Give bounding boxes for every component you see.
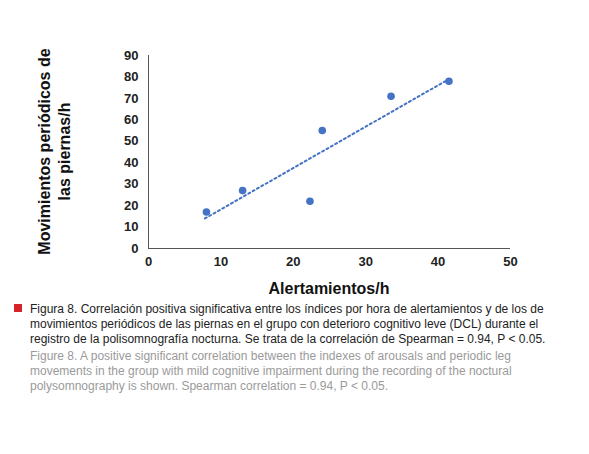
svg-text:90: 90 [124,48,138,63]
svg-text:60: 60 [124,112,138,127]
svg-text:40: 40 [124,155,138,170]
svg-text:Movimientos periódicos delas p: Movimientos periódicos delas piernas/h [36,48,72,254]
svg-text:10: 10 [214,254,228,269]
svg-text:80: 80 [124,69,138,84]
svg-text:20: 20 [124,198,138,213]
svg-text:50: 50 [124,133,138,148]
html-text:Figura 8. Correlación positiva: Figura 8. Correlación positiva significa… [30,302,546,346]
svg-text:10: 10 [124,219,138,234]
svg-text:70: 70 [124,91,138,106]
svg-text:50: 50 [503,254,517,269]
svg-text:30: 30 [124,176,138,191]
svg-text:0: 0 [131,241,138,256]
svg-text:Alertamientos/h: Alertamientos/h [269,280,390,297]
html-text:Figure 8. A positive significa: Figure 8. A positive significant correla… [30,349,512,393]
svg-text:20: 20 [286,254,300,269]
svg-text:30: 30 [358,254,372,269]
svg-text:0: 0 [145,254,152,269]
svg-text:40: 40 [431,254,445,269]
